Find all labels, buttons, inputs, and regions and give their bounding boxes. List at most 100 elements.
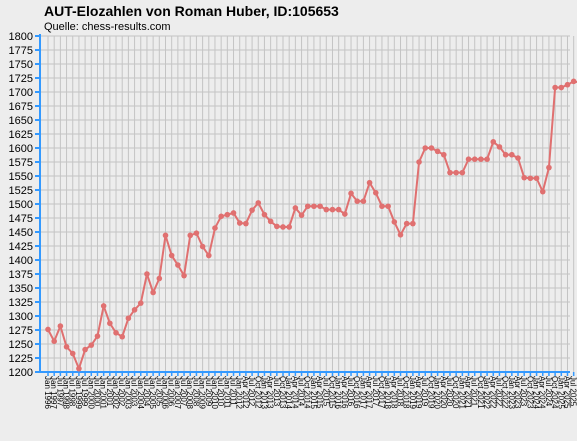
data-point (274, 223, 280, 230)
x-tick-label: Jul 2011 (229, 376, 238, 406)
x-tick-label: Jul 2009 (204, 376, 213, 407)
data-points (45, 78, 577, 372)
x-tick-label: Apr 2015 (315, 376, 324, 409)
x-tick-label: Jan 2024 (532, 376, 541, 409)
x-tick-label: Apr 2016 (340, 376, 349, 409)
data-point (564, 81, 571, 88)
chart-subtitle: Quelle: chess-results.com (44, 21, 171, 33)
x-tick-label: Oct 2021 (476, 376, 485, 409)
data-point (385, 203, 391, 210)
y-tick-label: 1325 (9, 297, 33, 309)
x-tick-label: Jan 2007 (173, 376, 182, 409)
x-tick-label: Apr 2013 (266, 376, 275, 409)
data-point (428, 145, 435, 151)
data-point (379, 203, 385, 210)
x-tick-label: Jul 2000 (92, 376, 101, 407)
x-tick-label: Apr 2014 (290, 376, 299, 409)
data-point (323, 206, 330, 213)
x-tick-label: Jul 1997 (55, 376, 64, 407)
data-point (453, 169, 459, 176)
x-tick-label: Jan 1999 (74, 376, 83, 409)
y-tick-label: 1300 (9, 311, 33, 323)
y-tick-label: 1225 (9, 353, 33, 365)
data-point (249, 207, 255, 213)
x-tick-label: Jan 2011 (222, 376, 231, 409)
x-tick-label: Jan 1998 (62, 376, 71, 409)
x-tick-label: Oct 2016 (352, 376, 361, 409)
data-point (298, 212, 305, 218)
data-point (144, 271, 150, 277)
x-tick-label: Jan 2017 (358, 376, 367, 409)
data-point (175, 262, 181, 268)
x-tick-label: Jan 2006 (161, 376, 170, 409)
x-tick-label: Jul 2020 (445, 376, 454, 407)
data-point (416, 159, 422, 165)
data-point (82, 346, 88, 353)
data-point (410, 220, 416, 227)
data-point (187, 232, 194, 239)
x-tick-label: Jul 2010 (216, 376, 225, 407)
data-point (107, 320, 113, 327)
x-tick-label: Apr 2012 (241, 376, 250, 409)
x-tick-label: Jan 2000 (86, 376, 95, 409)
x-tick-label: Apr 2023 (513, 376, 522, 409)
x-tick-label: Oct 2017 (377, 376, 386, 409)
x-tick-label: Jan 2004 (136, 376, 145, 409)
x-tick-label: Jan 2013 (259, 376, 268, 409)
x-tick-label: Jan 2014 (284, 376, 293, 409)
x-tick-label: Jul 1999 (80, 376, 89, 407)
y-tick-label: 1750 (9, 59, 33, 71)
y-tick-label: 1375 (9, 269, 33, 281)
data-point (267, 218, 274, 225)
data-point (162, 232, 169, 239)
x-tick-label: Jul 2014 (297, 376, 306, 407)
data-point (280, 224, 286, 230)
data-point (342, 211, 348, 217)
data-point (515, 155, 521, 161)
y-axis-ticks: 1200 1225 1250 1275 1300 1325 1350 1375 1400 1425… (9, 31, 40, 379)
data-point (354, 198, 361, 204)
x-tick-label: Jan 2020 (433, 376, 442, 409)
x-tick-label: Jul 2019 (420, 376, 429, 407)
x-tick-label: Oct 2019 (426, 376, 435, 409)
data-point (496, 144, 503, 150)
data-point (100, 303, 107, 309)
y-tick-label: 1200 (9, 367, 33, 379)
data-point (230, 210, 237, 216)
y-tick-label: 1625 (9, 129, 33, 141)
x-tick-label: Jan 2009 (198, 376, 207, 409)
data-point (422, 145, 429, 151)
data-point (261, 211, 268, 218)
data-point (570, 78, 577, 85)
data-point (137, 300, 144, 306)
data-point (286, 224, 292, 230)
x-tick-label: Jul 2001 (105, 376, 114, 407)
x-tick-label: Jul 2016 (346, 376, 355, 407)
data-point (150, 289, 156, 296)
y-gridlines (40, 35, 570, 373)
data-point (311, 203, 317, 210)
data-point (527, 175, 534, 182)
x-tick-label: Jul 2023 (519, 376, 528, 407)
y-tick-label: 1725 (9, 73, 33, 85)
y-tick-label: 1600 (9, 143, 33, 155)
data-point (317, 203, 323, 210)
x-tick-label: Jul 2007 (179, 376, 188, 407)
data-point (69, 350, 76, 357)
data-point (156, 275, 163, 282)
x-tick-label: Oct 2013 (278, 376, 287, 409)
x-tick-label: Oct 2022 (501, 376, 510, 409)
data-point (558, 84, 565, 91)
y-tick-label: 1350 (9, 283, 33, 295)
y-tick-label: 1250 (9, 339, 33, 351)
x-tick-label: Jan 2002 (111, 376, 120, 409)
x-tick-label: Apr 2020 (439, 376, 448, 409)
chart-title: AUT-Elozahlen von Roman Huber, ID:105653 (44, 3, 339, 19)
x-tick-label: Jan 2008 (185, 376, 194, 409)
data-point (88, 342, 95, 348)
data-point (45, 326, 51, 333)
x-tick-label: Jan 2025 (556, 376, 565, 409)
data-point (539, 188, 546, 195)
x-tick-label: Jul 2004 (142, 376, 151, 407)
data-point (236, 220, 243, 226)
